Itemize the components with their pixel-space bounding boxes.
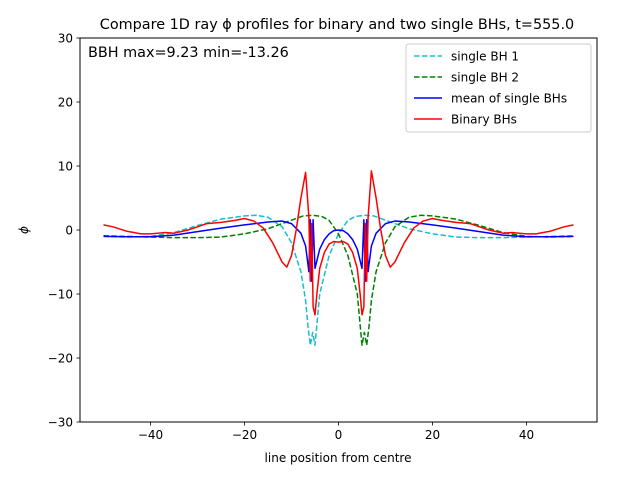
legend: single BH 1 single BH 2 mean of single BHs… bbox=[405, 43, 592, 133]
y-axis: −30 −20 −10 0 10 20 30 bbox=[48, 31, 80, 429]
series-layer bbox=[103, 170, 574, 346]
series-line-2 bbox=[103, 214, 574, 346]
chart-title: Compare 1D ray ϕ profiles for binary and… bbox=[100, 17, 574, 33]
x-tick-label: 0 bbox=[335, 428, 343, 442]
y-tick-label: −20 bbox=[48, 351, 73, 365]
y-tick-label: 30 bbox=[58, 31, 73, 45]
y-tick-label: 10 bbox=[58, 159, 73, 173]
x-tick-label: 20 bbox=[425, 428, 440, 442]
x-axis-label: line position from centre bbox=[265, 451, 412, 465]
x-axis: −40 −20 0 20 40 bbox=[138, 422, 534, 442]
x-tick-label: −40 bbox=[138, 428, 163, 442]
y-tick-label: −30 bbox=[48, 415, 73, 429]
legend-label-2: single BH 2 bbox=[451, 71, 519, 85]
y-tick-label: −10 bbox=[48, 287, 73, 301]
legend-label-3: mean of single BHs bbox=[451, 92, 567, 106]
series-line-4 bbox=[103, 170, 574, 316]
y-tick-label: 0 bbox=[65, 223, 73, 237]
legend-label-1: single BH 1 bbox=[451, 50, 519, 64]
y-tick-label: 20 bbox=[58, 95, 73, 109]
x-tick-label: −20 bbox=[232, 428, 257, 442]
y-axis-label: ϕ bbox=[17, 226, 31, 234]
legend-label-4: Binary BHs bbox=[451, 113, 517, 127]
series-line-3 bbox=[103, 219, 574, 282]
series-line-1 bbox=[103, 214, 574, 346]
legend-box bbox=[405, 43, 592, 133]
bbh-max-min-annotation: BBH max=9.23 min=-13.26 bbox=[88, 45, 289, 61]
x-tick-label: 40 bbox=[519, 428, 534, 442]
